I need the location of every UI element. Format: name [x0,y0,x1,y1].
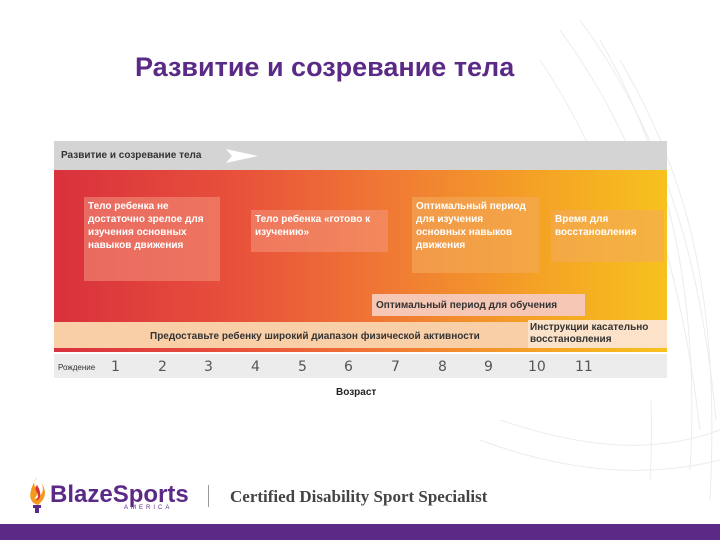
age-tick: 1 [111,359,120,375]
x-axis-label: Возраст [336,387,377,398]
age-tick: 4 [251,359,260,375]
box-not-ready: Тело ребенка не достаточно зрелое для из… [84,197,220,281]
age-tick: 6 [344,359,353,375]
box-ready: Тело ребенка «готово к изучению» [251,210,388,252]
brand-logo-subtitle: AMERICA [124,505,173,511]
bottom-brand-bar [0,524,720,540]
brand-logo-text: BlazeSports [50,481,189,508]
age-tick: 11 [575,359,593,375]
age-tick: 9 [484,359,493,375]
birth-label: Рождение [58,363,96,372]
development-diagram: Развитие и созревание тела Тело ребенка … [54,141,667,400]
diagram-header-bar [54,141,667,170]
right-arrow-icon [226,149,258,163]
slide-title: Развитие и созревание тела [135,52,515,82]
diagram-header-label: Развитие и созревание тела [61,150,202,161]
age-tick: 2 [158,359,167,375]
age-tick: 3 [204,359,213,375]
band-wide-range: Предоставьте ребенку широкий диапазон фи… [150,331,480,342]
box-recovery-time: Время для восстановления [551,210,664,262]
torch-flame-icon [30,477,45,513]
box-optimal-period: Оптимальный период для изучения основных… [412,197,539,273]
age-tick: 8 [438,359,447,375]
age-tick: 7 [391,359,400,375]
band-recovery-instructions: Инструкции касательно восстановления [528,320,667,348]
footer-separator [208,485,209,507]
age-axis-row [54,354,667,378]
age-tick: 5 [298,359,307,375]
age-tick: 10 [528,359,546,375]
band-optimal-learning: Оптимальный период для обучения [372,294,585,316]
certification-title: Certified Disability Sport Specialist [230,487,488,506]
